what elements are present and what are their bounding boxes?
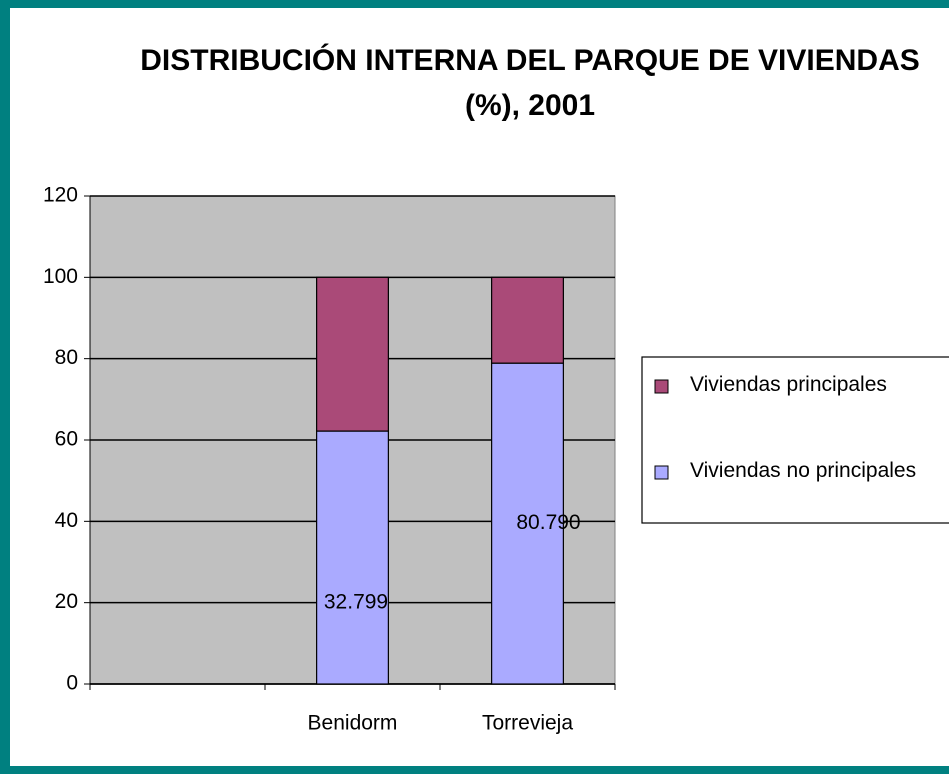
annotation: 32.799: [324, 591, 388, 614]
x-tick-label: Benidorm: [308, 712, 398, 735]
legend-label: Viviendas no principales: [690, 459, 917, 482]
bar-segment: [491, 362, 564, 685]
y-tick-label: 80: [55, 346, 78, 369]
plot: 0 20 40 60 80 100 120 Benidorm 32.799 Torrevieja 8…: [43, 184, 949, 735]
y-tick-label: 40: [55, 509, 78, 532]
bar-segment: [491, 276, 564, 364]
legend-swatch: [654, 465, 669, 480]
x-tick-label: Torrevieja: [482, 712, 573, 735]
y-tick-label: 20: [55, 590, 78, 613]
annotation: 80.790: [516, 511, 580, 534]
chart-title: DISTRIBUCIÓN INTERNA DEL PARQUE DE VIVIE…: [140, 44, 920, 122]
y-tick-label: 0: [66, 672, 78, 695]
bar-segment: [316, 430, 389, 685]
bar-segment: [316, 276, 389, 432]
legend-swatch: [654, 379, 669, 394]
y-tick-label: 120: [43, 184, 78, 207]
y-tick-label: 60: [55, 428, 78, 451]
legend-box: [641, 356, 949, 524]
legend-label: Viviendas principales: [690, 373, 887, 396]
y-tick-label: 100: [43, 265, 78, 288]
